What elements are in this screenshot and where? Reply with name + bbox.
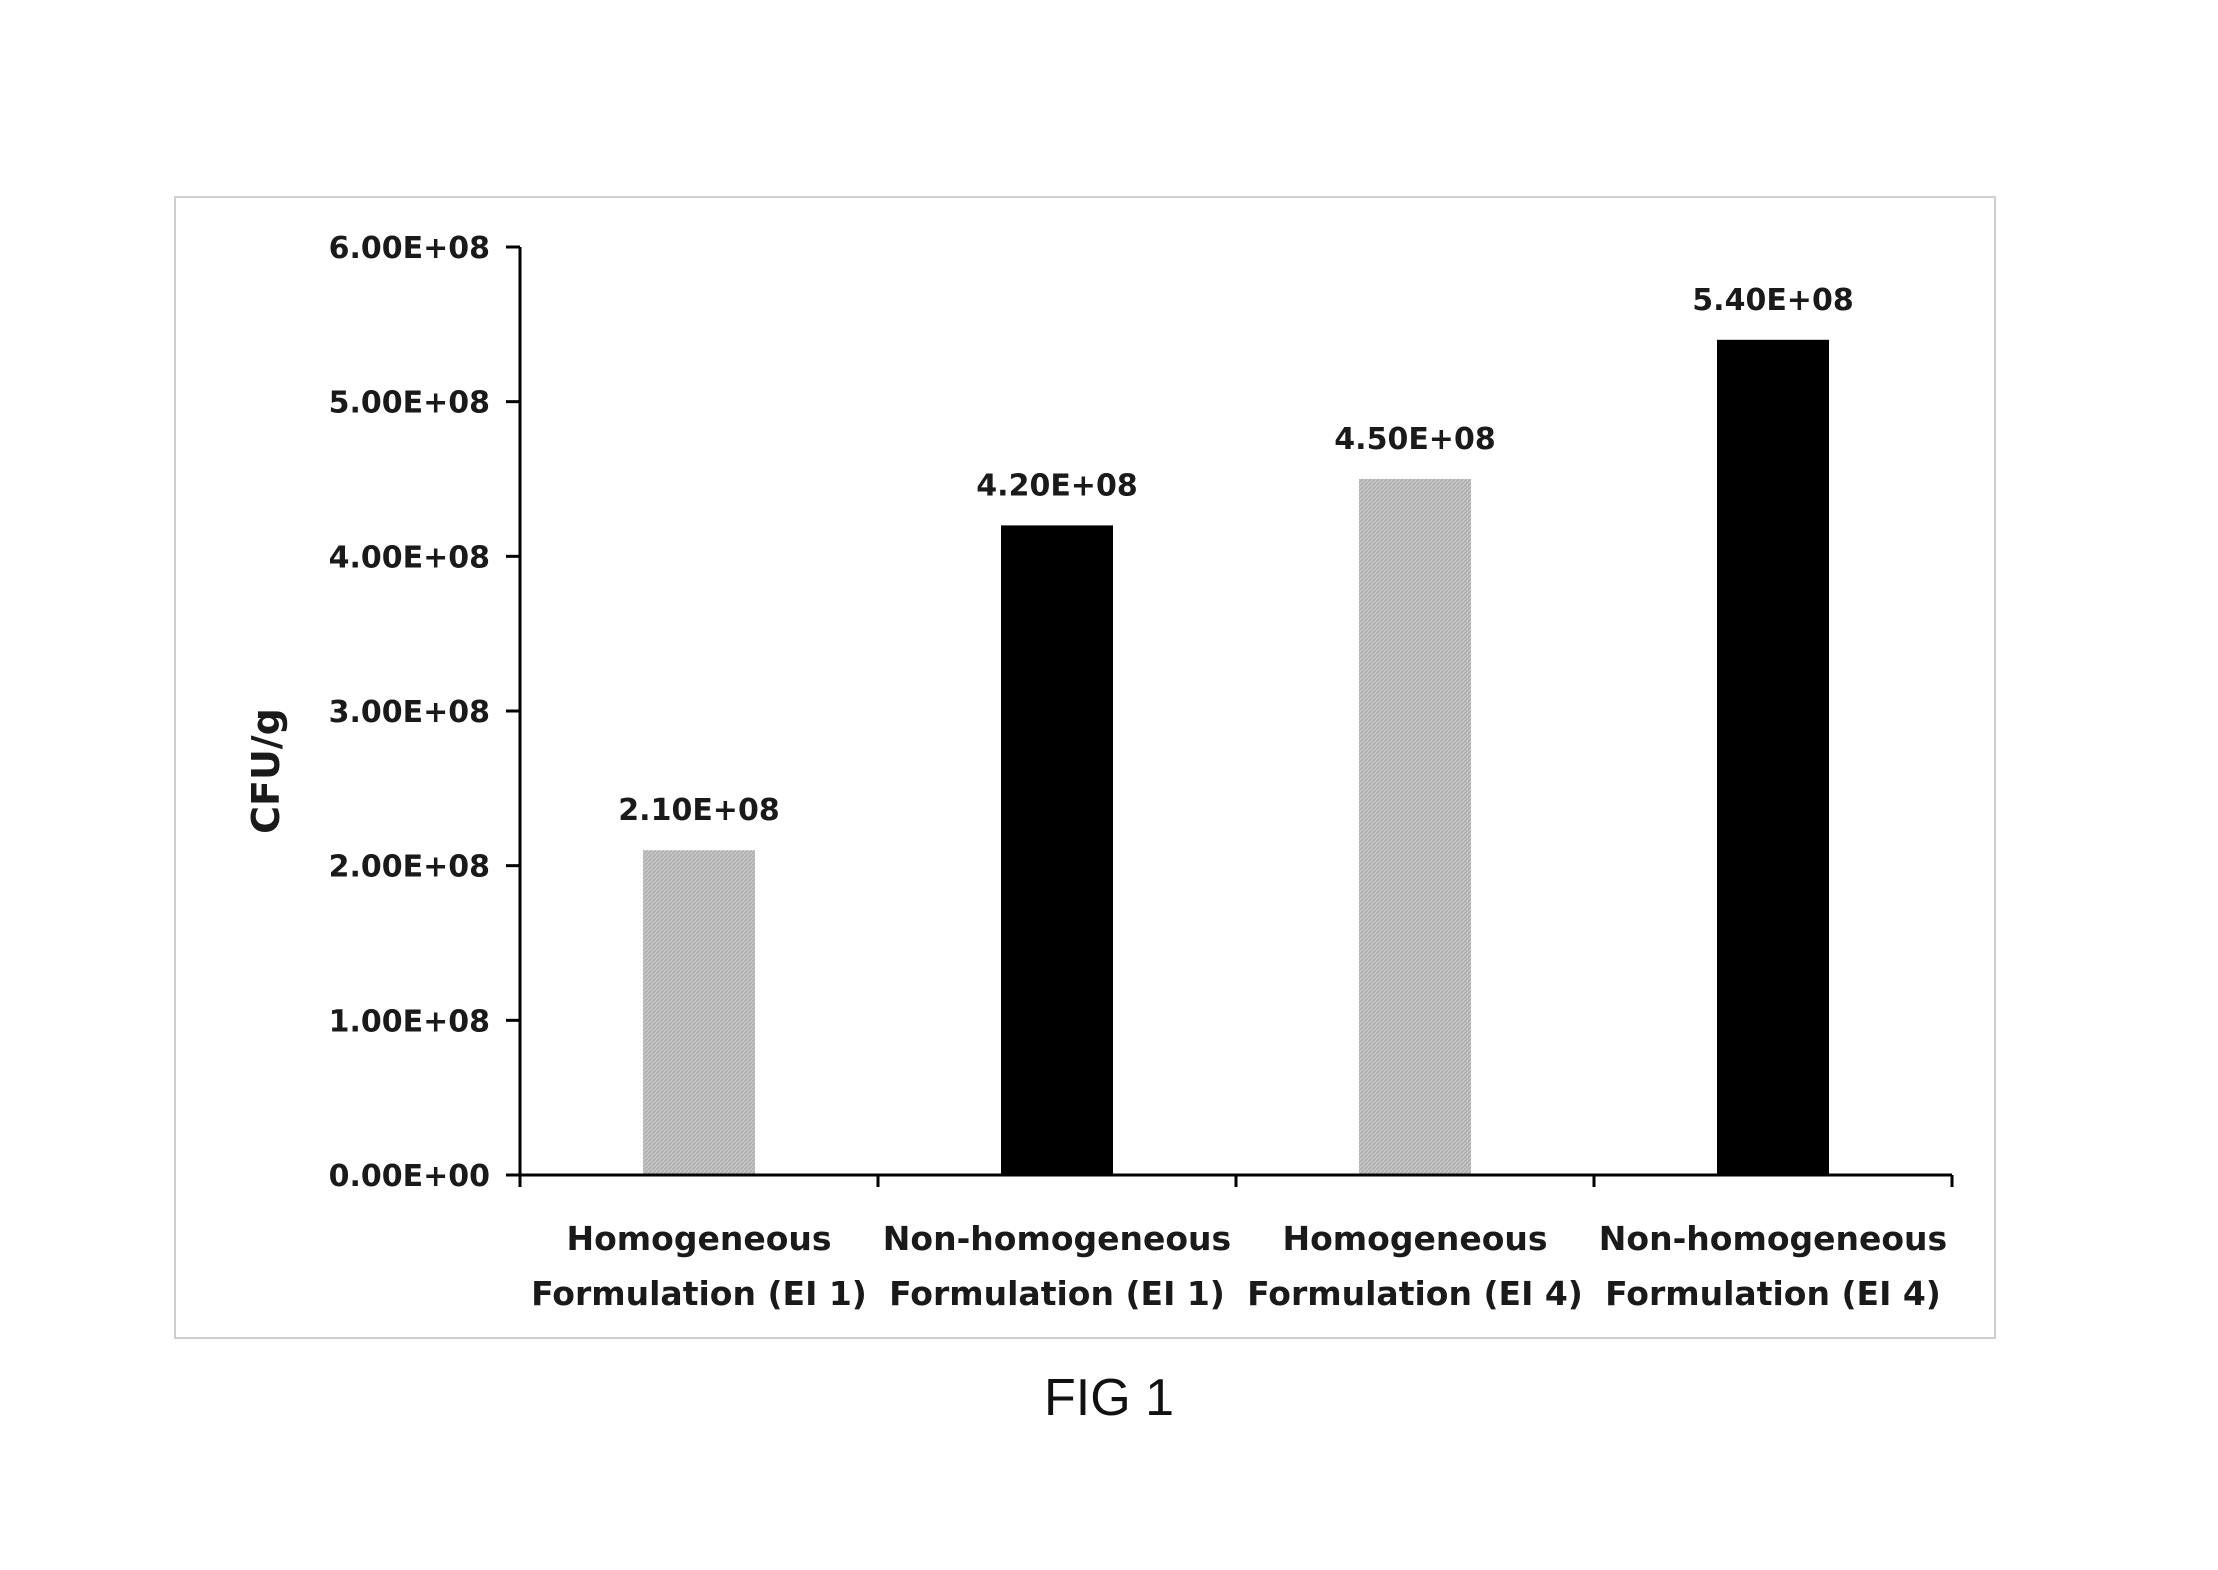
- y-tick-label: 6.00E+08: [329, 231, 490, 266]
- chart-frame: 2.10E+08 4.20E+08 4.50E+08 5.40E+08 0.00E+0…: [174, 196, 1996, 1339]
- x-category-label: Formulation (EI 4): [1247, 1274, 1583, 1313]
- bar-data-label: 4.50E+08: [1334, 422, 1495, 457]
- bar-data-label: 4.20E+08: [976, 468, 1137, 503]
- bar-chart: 2.10E+08 4.20E+08 4.50E+08 5.40E+08 0.00E+0…: [244, 231, 1954, 1313]
- y-tick-label: 3.00E+08: [329, 695, 490, 730]
- bar: [1359, 479, 1471, 1175]
- y-tick-label: 4.00E+08: [329, 540, 490, 575]
- x-category-label: Homogeneous: [1282, 1219, 1547, 1258]
- y-tick-label: 2.00E+08: [329, 850, 490, 885]
- x-category-label: Formulation (EI 1): [889, 1274, 1225, 1313]
- y-tick-label: 5.00E+08: [329, 386, 490, 421]
- x-category-label: Non-homogeneous: [883, 1219, 1231, 1258]
- bar: [1001, 525, 1113, 1175]
- y-tick-label: 0.00E+00: [329, 1159, 490, 1194]
- bar: [1717, 339, 1829, 1175]
- y-tick-label: 1.00E+08: [329, 1004, 490, 1039]
- bar-data-label: 2.10E+08: [618, 793, 779, 828]
- bar-data-label: 5.40E+08: [1692, 283, 1853, 318]
- y-axis-title: CFU/g: [244, 708, 288, 834]
- x-category-label: Homogeneous: [566, 1219, 831, 1258]
- x-category-label: Formulation (EI 4): [1605, 1274, 1941, 1313]
- figure-caption: FIG 1: [1043, 1369, 1175, 1427]
- bar: [643, 850, 755, 1175]
- x-category-label: Non-homogeneous: [1599, 1219, 1947, 1258]
- x-category-label: Formulation (EI 1): [531, 1274, 867, 1313]
